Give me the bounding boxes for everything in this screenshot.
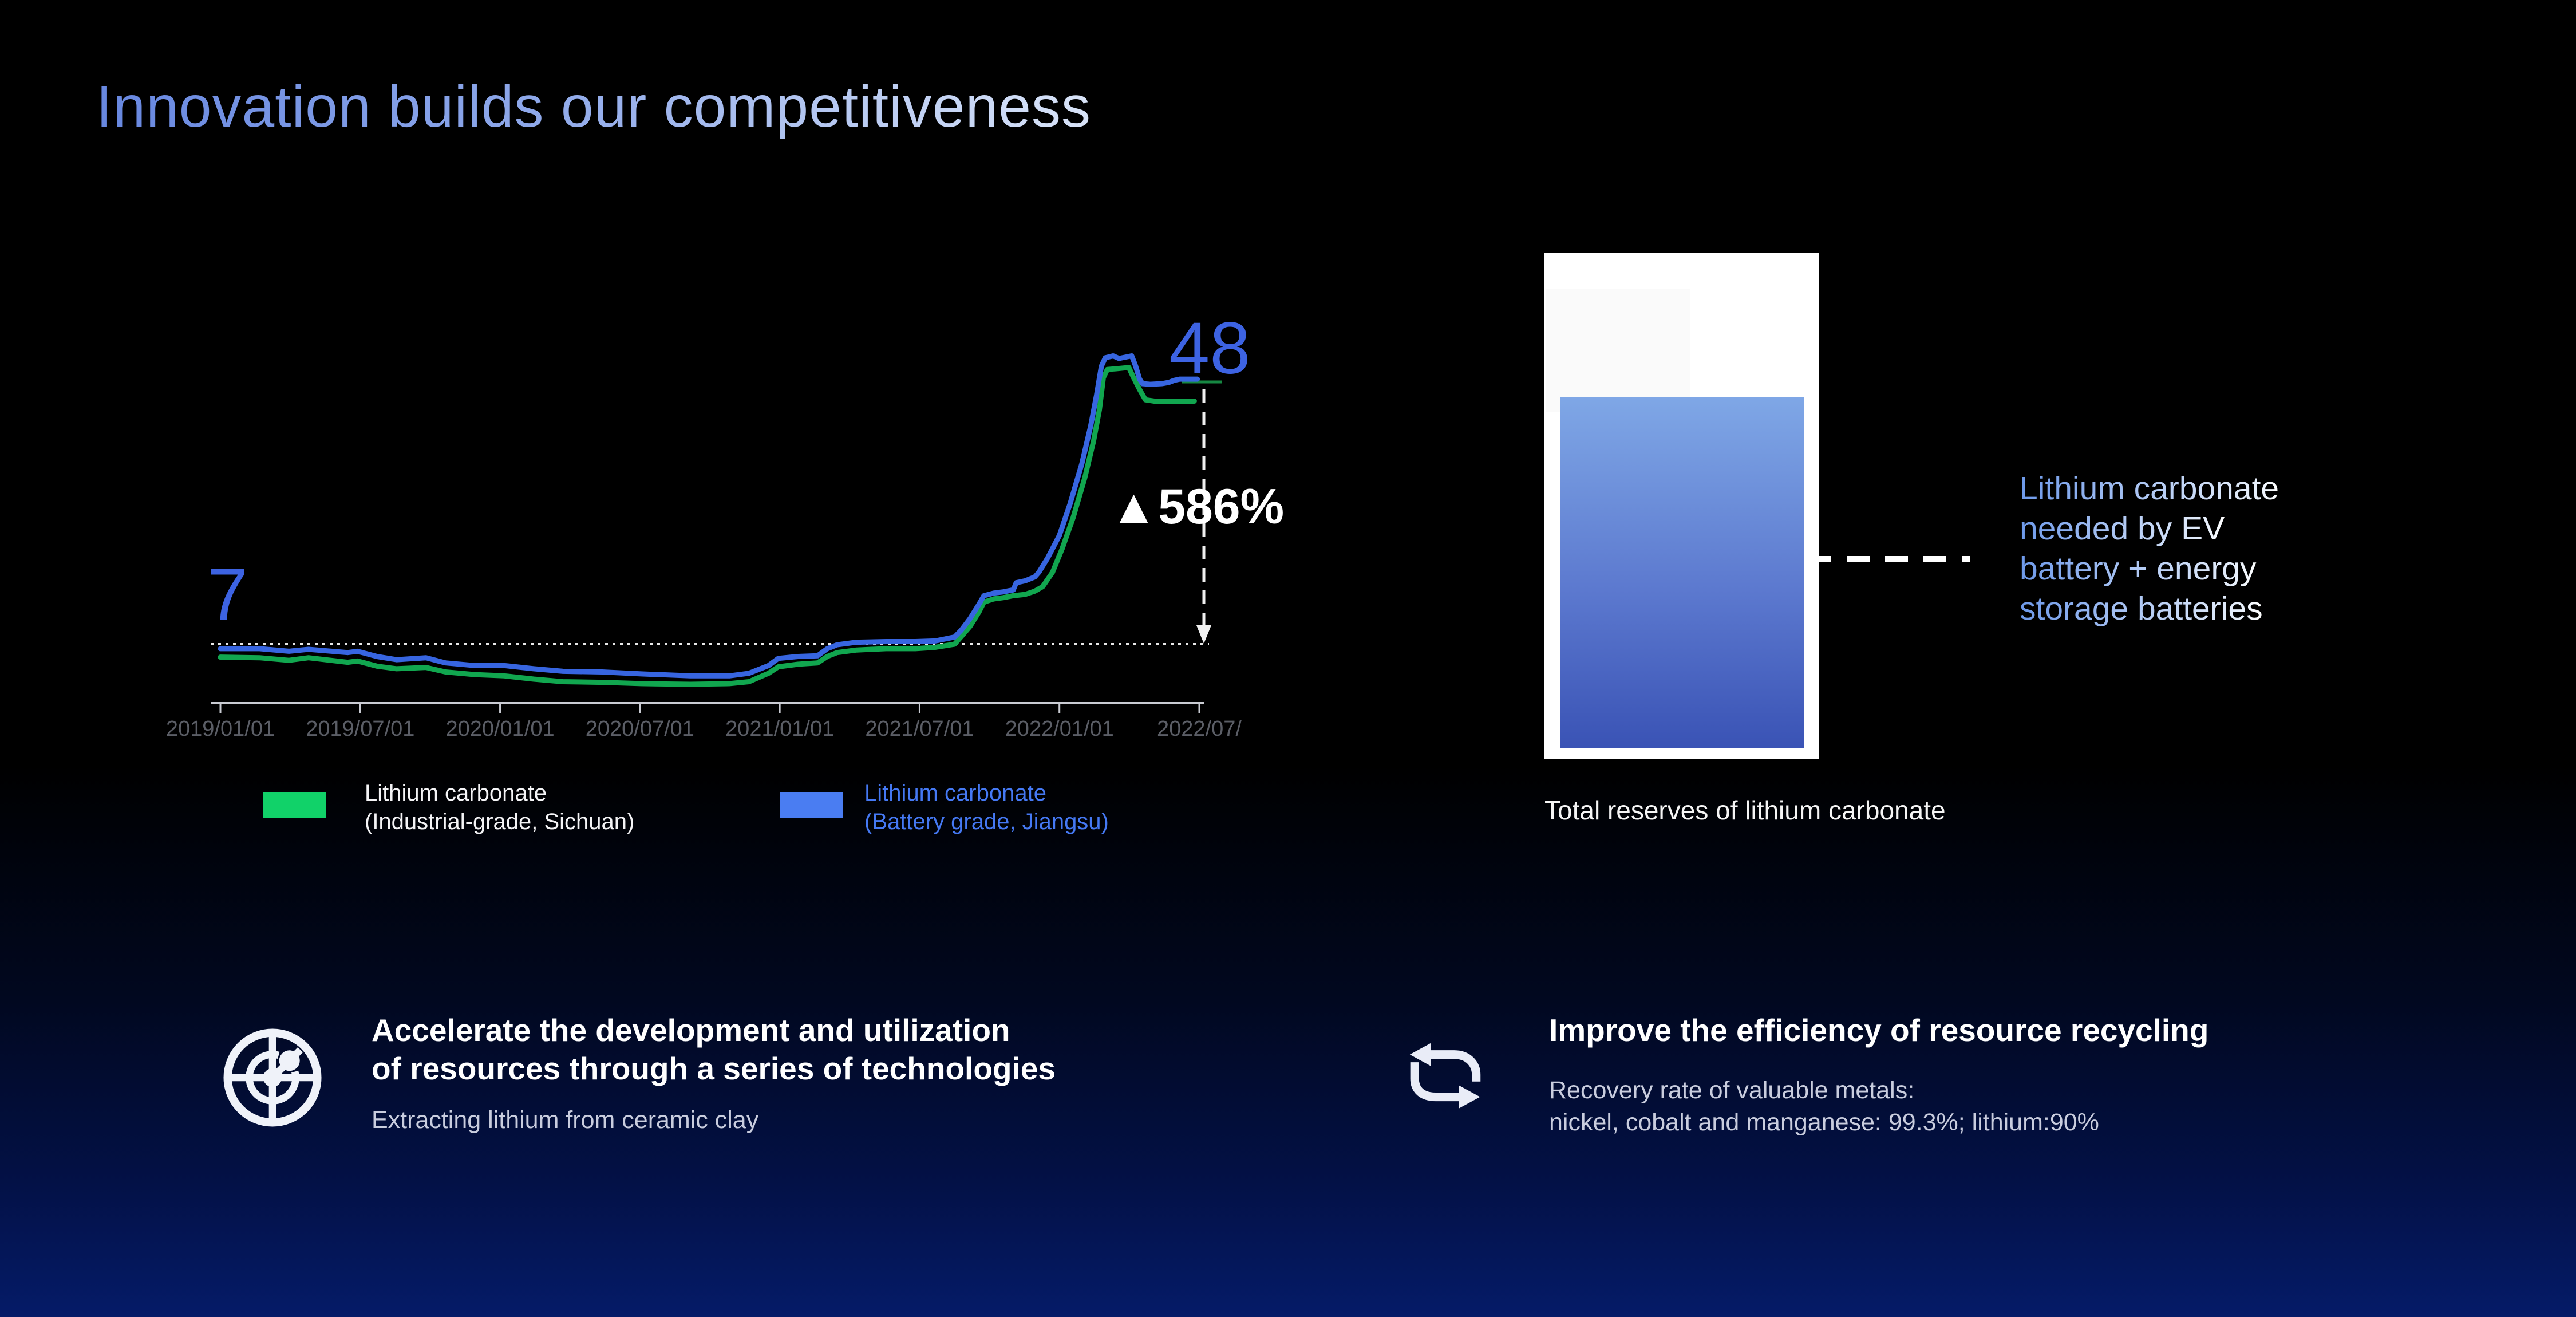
legend-swatch-battery [780,792,843,818]
title-line: of resources through a series of technol… [372,1051,1056,1086]
legend-line: Lithium carbonate [864,780,1046,806]
change-arrow-head [1196,625,1211,644]
legend-line: (Battery grade, Jiangsu) [864,809,1109,834]
title-line: Improve the efficiency of resource recyc… [1549,1012,2209,1048]
x-axis-label: 2019/01/01 [165,717,275,741]
section-subtitle-development: Extracting lithium from ceramic clay [372,1104,758,1136]
subtitle-line: Recovery rate of valuable metals: [1549,1077,1915,1104]
x-axis-label: 2020/01/01 [445,717,555,741]
note-line: Lithium carbonate [2020,468,2279,508]
x-axis-label: 2020/07/01 [585,717,694,741]
legend-label-battery: Lithium carbonate (Battery grade, Jiangs… [864,779,1109,836]
page-title: Innovation builds our competitiveness [96,74,1091,139]
section-title-recycling: Improve the efficiency of resource recyc… [1549,1011,2208,1050]
legend-line: (Industrial-grade, Sichuan) [365,809,635,834]
x-axis-label: 2021/01/01 [725,717,835,741]
tank-shade [1546,289,1690,412]
reserves-note: Lithium carbonate needed by EV battery +… [2020,468,2279,629]
reserves-caption: Total reserves of lithium carbonate [1544,795,1946,825]
legend-line: Lithium carbonate [365,780,547,806]
x-axis-label: 2022/01/01 [1005,717,1114,741]
recycle-loop-icon [1409,1043,1481,1109]
x-axis-label: 2022/07/ [1157,717,1242,741]
reserves-tank-fill [1560,397,1804,748]
note-line: storage batteries [2020,589,2263,629]
title-line: Accelerate the development and utilizati… [372,1012,1010,1048]
subtitle-line: Extracting lithium from ceramic clay [372,1106,759,1134]
section-subtitle-recycling: Recovery rate of valuable metals: nickel… [1549,1074,2099,1138]
note-line: needed by EV [2020,508,2225,549]
reserves-tank-outline [1544,253,1819,759]
x-axis-label: 2019/07/01 [306,717,415,741]
legend-label-industrial: Lithium carbonate (Industrial-grade, Sic… [365,779,634,836]
series-line-0 [218,365,1197,687]
radar-target-icon [223,1028,322,1127]
legend-swatch-industrial [263,792,326,818]
section-title-development: Accelerate the development and utilizati… [372,1011,1056,1088]
series-line-1 [218,353,1200,679]
chart-series [218,353,1200,687]
start-value-label: 7 [207,554,248,636]
note-line: battery + energy [2020,549,2257,589]
x-axis-ticks [219,703,1200,713]
change-percent-label: ▲586% [1109,479,1285,534]
x-axis-label: 2021/07/01 [865,717,974,741]
end-value-label: 48 [1169,307,1251,389]
subtitle-line: nickel, cobalt and manganese: 99.3%; lit… [1549,1109,2099,1136]
